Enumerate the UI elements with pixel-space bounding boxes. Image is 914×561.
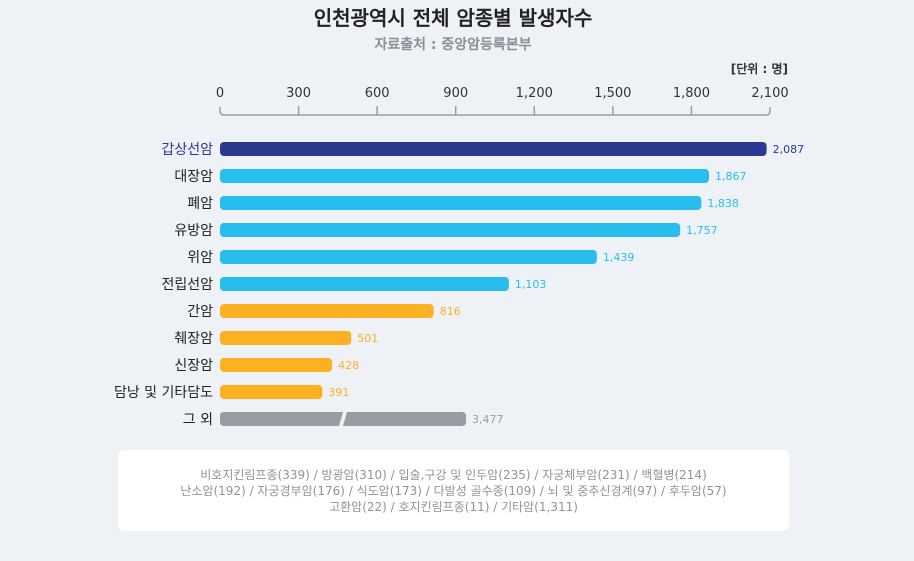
category-label: 췌장암 xyxy=(174,331,213,347)
value-label: 1,867 xyxy=(715,170,747,183)
value-label: 1,103 xyxy=(515,278,547,291)
bar-segment xyxy=(343,412,466,426)
x-tick-label: 1,800 xyxy=(673,86,710,101)
category-label: 대장암 xyxy=(174,169,213,185)
category-label: 전립선암 xyxy=(161,277,213,293)
value-label: 3,477 xyxy=(472,413,504,426)
bar xyxy=(220,223,681,237)
x-tick-label: 600 xyxy=(365,86,390,101)
value-label: 391 xyxy=(328,386,349,399)
bar xyxy=(220,277,509,291)
bar-chart: 0 300 600 900 1,200 1,500 1,800 2,100 갑상선암 2,087 대… xyxy=(114,86,805,428)
x-tick-label: 1,200 xyxy=(516,86,553,101)
bar xyxy=(220,304,434,318)
footnote-line: 비호지킨림프종(339) / 방광암(310) / 입술,구강 및 인두암(23… xyxy=(200,467,707,482)
category-label: 위암 xyxy=(187,250,213,266)
value-label: 2,087 xyxy=(773,143,805,156)
chart-title: 인천광역시 전체 암종별 발생자수 xyxy=(313,6,593,30)
x-tick-label: 2,100 xyxy=(751,86,788,101)
bar-segment xyxy=(220,412,343,426)
x-tick-label: 0 xyxy=(216,86,224,101)
x-tick-label: 900 xyxy=(443,86,468,101)
category-label: 간암 xyxy=(187,304,213,320)
value-label: 1,439 xyxy=(603,251,635,264)
bar xyxy=(220,250,597,264)
value-label: 816 xyxy=(440,305,461,318)
category-label: 갑상선암 xyxy=(161,142,213,158)
footnote-text: 비호지킨림프종(339) / 방광암(310) / 입술,구강 및 인두암(23… xyxy=(134,467,774,515)
value-label: 1,757 xyxy=(686,224,718,237)
bar xyxy=(220,196,702,210)
x-tick-label: 1,500 xyxy=(594,86,631,101)
bar xyxy=(220,331,352,345)
chart-subtitle: 자료출처 : 중앙암등록본부 xyxy=(374,37,532,53)
x-axis-line xyxy=(219,107,771,116)
value-label: 428 xyxy=(338,359,359,372)
category-label: 담낭 및 기타담도 xyxy=(114,385,213,401)
bar xyxy=(220,169,709,183)
bar xyxy=(220,142,767,156)
footnote-line: 고환암(22) / 호지킨림프종(11) / 기타암(1,311) xyxy=(329,499,578,514)
footnote-line: 난소암(192) / 자궁경부암(176) / 식도암(173) / 다발성 골… xyxy=(180,483,727,498)
value-label: 1,838 xyxy=(707,197,739,210)
category-label: 유방암 xyxy=(174,223,213,239)
bar xyxy=(220,385,323,399)
x-tick-label: 300 xyxy=(286,86,311,101)
category-label: 신장암 xyxy=(174,358,213,374)
footnote-box: 비호지킨림프종(339) / 방광암(310) / 입술,구강 및 인두암(23… xyxy=(118,450,789,531)
unit-label: [단위 : 명] xyxy=(730,62,788,76)
category-label: 그 외 xyxy=(183,412,213,428)
value-label: 501 xyxy=(357,332,378,345)
category-label: 폐암 xyxy=(187,196,213,212)
bar xyxy=(220,358,333,372)
